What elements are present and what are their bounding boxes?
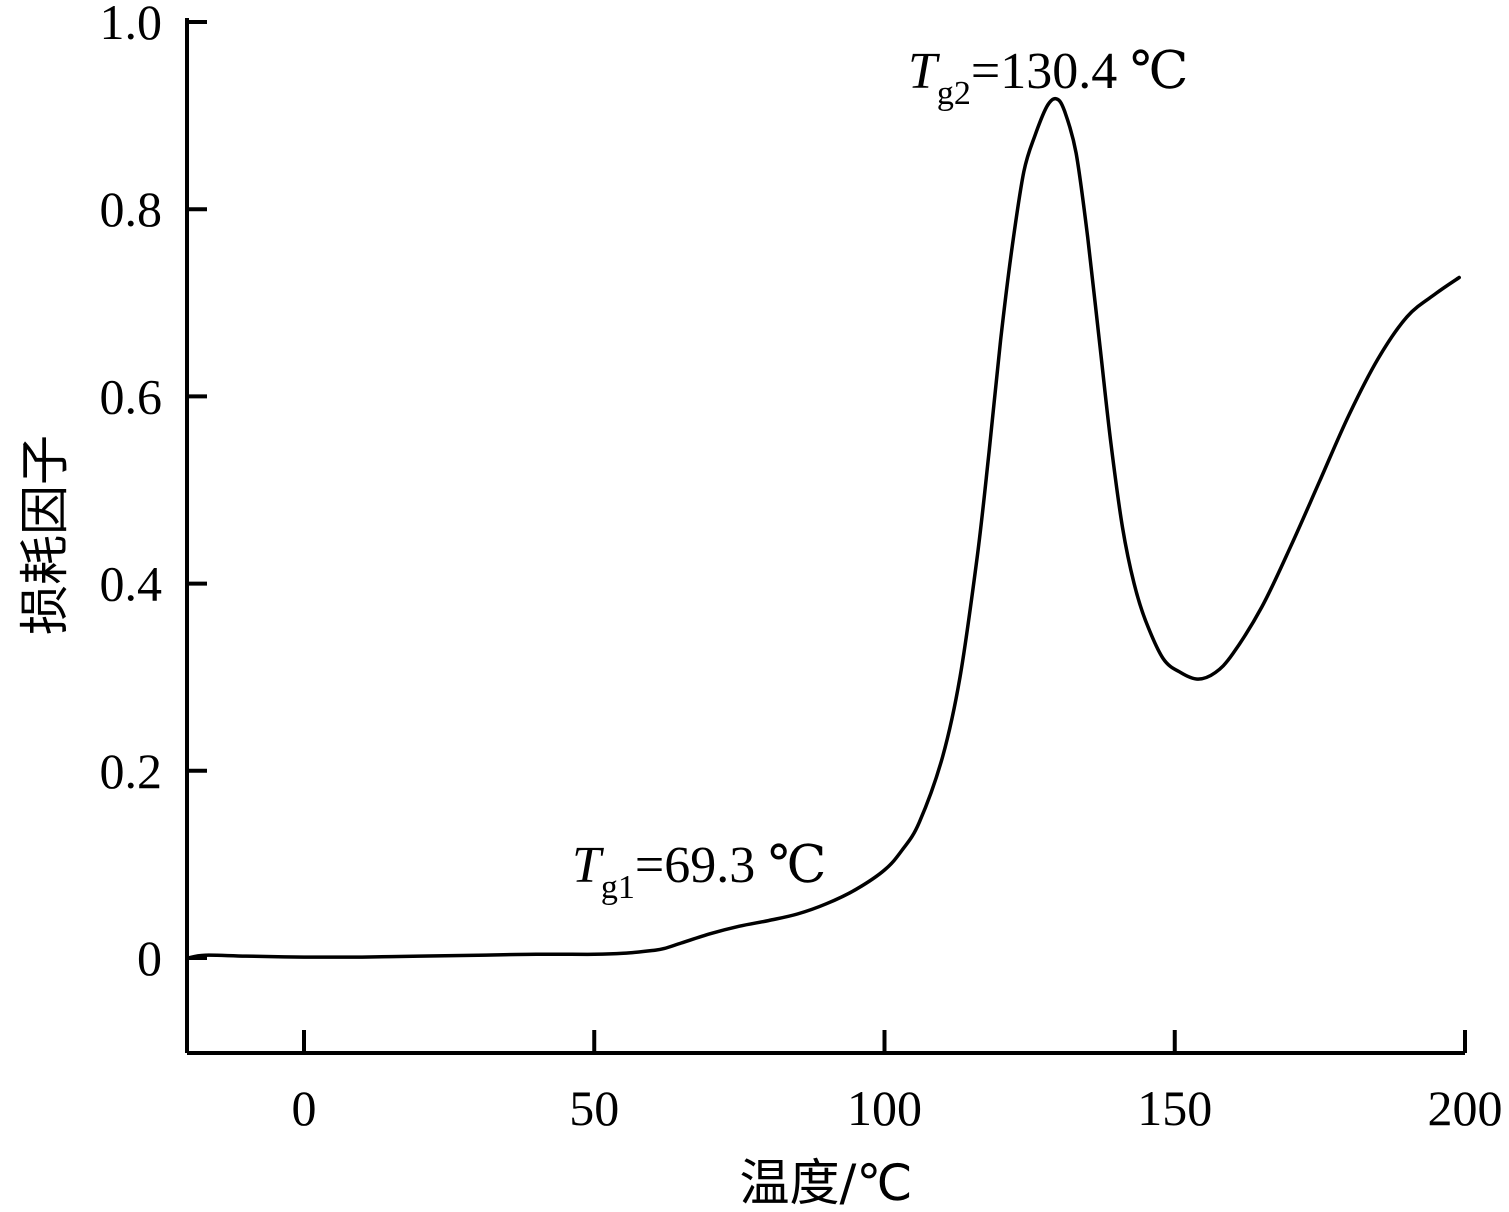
y-tick-label: 0.2	[100, 743, 163, 799]
x-tick-label: 200	[1428, 1080, 1503, 1136]
y-ticks: 0 0.2 0.4 0.6 0.8 1.0	[100, 0, 207, 986]
axes	[185, 18, 1465, 1055]
x-axis-title: 温度/℃	[740, 1154, 913, 1212]
x-tick-label: 0	[292, 1080, 317, 1136]
y-tick-label: 0.6	[100, 368, 163, 424]
x-tick-label: 50	[569, 1080, 619, 1136]
y-tick-label: 0	[137, 930, 162, 986]
annotation-tg2: Tg2=130.4 ℃	[908, 43, 1188, 112]
y-tick-label: 1.0	[100, 0, 163, 50]
loss-factor-curve	[186, 96, 1461, 960]
x-ticks: 0 50 100 150 200	[292, 1030, 1503, 1136]
x-tick-label: 100	[847, 1080, 922, 1136]
y-axis-title: 损耗因子	[16, 435, 74, 635]
y-tick-label: 0.4	[100, 556, 163, 612]
y-tick-label: 0.8	[100, 181, 163, 237]
x-tick-label: 150	[1137, 1080, 1212, 1136]
annotation-tg1: Tg1=69.3 ℃	[572, 837, 826, 906]
